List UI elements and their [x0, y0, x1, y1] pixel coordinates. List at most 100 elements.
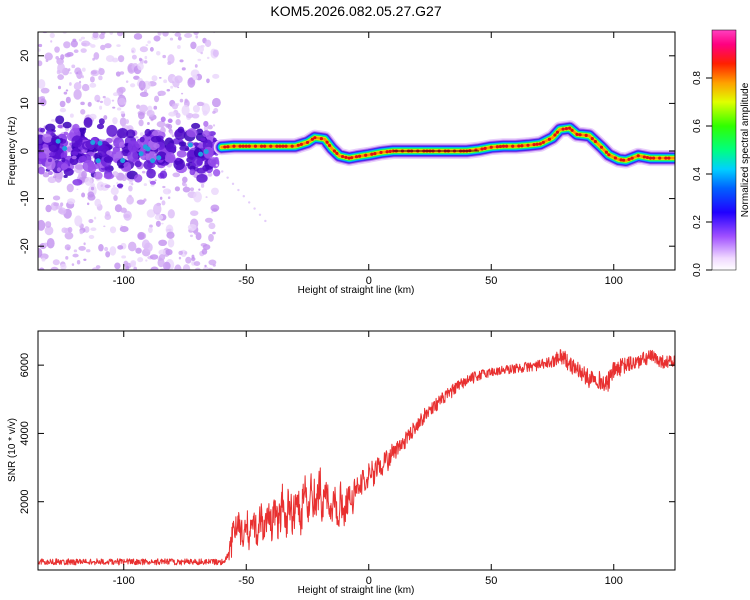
bottom-y-tick-label: 4000 — [19, 421, 31, 445]
heatmap-hot-cell — [90, 139, 96, 145]
heatmap-noise-cell — [81, 67, 86, 72]
heatmap-core-cell — [63, 174, 68, 179]
heatmap-core-cell — [48, 143, 60, 153]
heatmap-noise-cell — [84, 176, 93, 186]
heatmap-noise-cell — [166, 270, 170, 275]
heatmap-hot-cell — [120, 158, 126, 164]
heatmap-drift-cell — [253, 207, 256, 210]
top-x-tick-label: 50 — [485, 275, 497, 287]
heatmap-noise-cell — [38, 248, 43, 258]
heatmap-core-cell — [60, 152, 67, 160]
heatmap-noise-cell — [167, 209, 175, 219]
heatmap-noise-cell — [154, 95, 160, 103]
heatmap-noise-cell — [207, 172, 213, 177]
heatmap-ridge-peak — [553, 133, 557, 137]
heatmap-noise-cell — [98, 75, 103, 81]
heatmap-noise-cell — [116, 107, 122, 111]
heatmap-noise-cell — [66, 183, 74, 193]
heatmap-core-cell — [45, 123, 56, 132]
heatmap-noise-cell — [41, 257, 46, 262]
heatmap-noise-cell — [138, 104, 148, 113]
heatmap-noise-cell — [167, 54, 175, 65]
heatmap-ridge-peak — [290, 144, 294, 148]
heatmap-ridge-peak — [263, 144, 267, 148]
heatmap-noise-cell — [163, 168, 167, 171]
heatmap-ridge-peak — [578, 133, 582, 137]
heatmap-noise-cell — [69, 82, 72, 86]
heatmap-noise-cell — [99, 33, 105, 40]
heatmap-noise-cell — [167, 123, 173, 130]
heatmap-ridge-peak — [370, 152, 374, 156]
heatmap-noise-cell — [80, 109, 86, 115]
heatmap-noise-cell — [60, 54, 65, 60]
heatmap-noise-cell — [38, 60, 43, 67]
colorbar-label: Normalized spectral amplitude — [740, 82, 750, 217]
top-x-tick-label: -50 — [238, 275, 254, 287]
heatmap-core-cell — [63, 168, 74, 176]
heatmap-noise-cell — [112, 117, 118, 125]
heatmap-ridge-peak — [296, 143, 300, 147]
bottom-x-tick-label: 100 — [605, 575, 623, 587]
heatmap-ridge-peak — [535, 142, 539, 146]
heatmap-ridge-peak — [247, 144, 251, 148]
top-y-tick-label: -10 — [19, 191, 31, 207]
top-y-tick-label: 20 — [19, 50, 31, 62]
heatmap-noise-cell — [149, 254, 159, 260]
bottom-x-tick-label: 50 — [485, 575, 497, 587]
colorbar: 0.0 0.2 0.4 0.6 0.8 Normalized spectral ampl… — [692, 29, 750, 277]
heatmap-ridge-peak — [645, 155, 650, 160]
heatmap-noise-cell — [177, 36, 182, 41]
heatmap-core-cell — [203, 120, 209, 127]
heatmap-core-cell — [48, 152, 56, 157]
chart-title: KOM5.2026.082.05.27.G27 — [270, 3, 441, 19]
heatmap-noise-cell — [91, 267, 99, 270]
heatmap-noise-cell — [125, 80, 129, 83]
heatmap-noise-cell — [64, 53, 71, 58]
heatmap-core-cell — [196, 173, 208, 183]
heatmap-noise-cell — [178, 256, 182, 260]
heatmap-noise-cell — [117, 32, 124, 37]
heatmap-noise-cell — [155, 220, 161, 227]
heatmap-noise-cell — [139, 271, 144, 275]
heatmap-noise-cell — [138, 80, 146, 91]
heatmap-noise-cell — [113, 195, 118, 202]
heatmap-noise-cell — [53, 202, 60, 207]
heatmap-core-cell — [38, 166, 45, 175]
heatmap-noise-cell — [157, 32, 162, 36]
heatmap-ridge-peak — [642, 155, 646, 159]
heatmap-noise-cell — [112, 184, 116, 188]
heatmap-noise-cell — [69, 72, 72, 75]
heatmap-core-cell — [98, 118, 105, 125]
top-y-tick-label: 10 — [19, 97, 31, 109]
heatmap-noise-cell — [192, 104, 200, 113]
heatmap-noise-cell — [147, 122, 150, 126]
heatmap-ridge-peak — [327, 143, 332, 148]
heatmap-noise-cell — [155, 50, 161, 56]
heatmap-noise-cell — [90, 70, 97, 75]
heatmap-noise-cell — [141, 170, 146, 174]
heatmap-hot-cell — [142, 144, 148, 150]
heatmap-ridge-peak — [238, 144, 242, 148]
heatmap-noise-cell — [194, 64, 198, 68]
heatmap-noise-cell — [46, 237, 55, 249]
heatmap-noise-cell — [184, 98, 188, 104]
heatmap-noise-cell — [139, 46, 149, 53]
heatmap-noise-cell — [117, 55, 125, 63]
heatmap-noise-cell — [204, 217, 213, 223]
heatmap-ridge-peak — [584, 133, 588, 138]
heatmap-noise-cell — [158, 77, 162, 79]
heatmap-noise-cell — [203, 125, 209, 132]
heatmap-ridge-peak — [275, 144, 279, 148]
heatmap-noise-cell — [100, 44, 106, 51]
heatmap-ridge-peak — [511, 144, 515, 148]
top-x-ticks: -100 -50 0 50 100 — [113, 32, 623, 287]
heatmap-core-cell — [112, 149, 117, 154]
heatmap-noise-cell — [65, 96, 71, 104]
heatmap-noise-cell — [174, 186, 181, 192]
heatmap-ridge-peak — [504, 144, 509, 148]
heatmap-noise-cell — [38, 271, 41, 273]
bottom-x-tick-label: -100 — [113, 575, 135, 587]
heatmap-noise-cell — [198, 188, 201, 191]
heatmap-core-cell — [212, 169, 221, 177]
